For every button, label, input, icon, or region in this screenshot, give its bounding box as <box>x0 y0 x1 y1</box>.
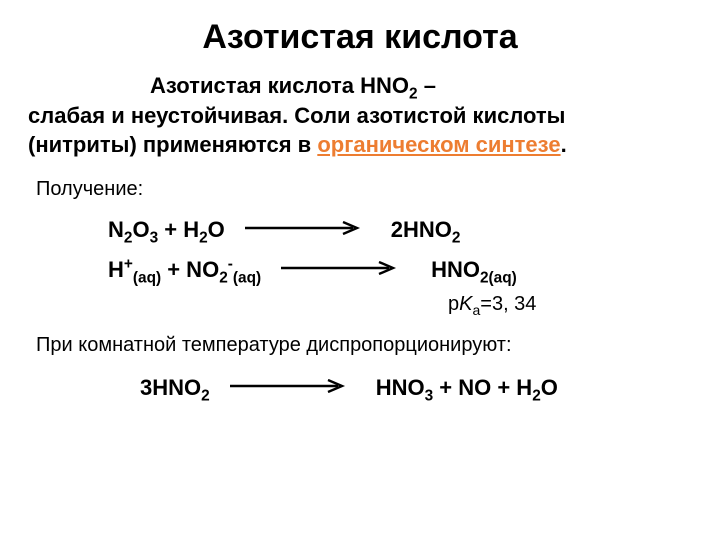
eq3-lhs: 3HNO2 <box>140 375 210 401</box>
subheading-obtain: Получение: <box>36 178 692 201</box>
eq1-rhs: 2HNO2 <box>391 217 461 243</box>
equation-row-3: 3HNO2 HNO3 + NO + H2O <box>126 375 692 401</box>
arrow-icon <box>279 261 399 280</box>
pka-label: рKa=3, 34 <box>448 293 692 316</box>
arrow-icon <box>243 221 363 240</box>
eq1-lhs: N2O3 + H2O <box>108 217 225 243</box>
eq2-rhs: HNO2(aq) <box>431 257 517 283</box>
intro-line2: слабая и неустойчивая. Соли азотистой ки… <box>28 103 565 128</box>
disproportion-note: При комнатной температуре диспропорциони… <box>36 334 692 357</box>
intro-line1-sub: 2 <box>409 85 418 102</box>
intro-highlight: органическом синтезе <box>317 132 560 157</box>
eq2-lhs: H+(aq) + NO2-(aq) <box>108 257 261 283</box>
intro-line1-pre: Азотистая кислота HNO <box>150 73 409 98</box>
eq3-rhs: HNO3 + NO + H2O <box>376 375 558 401</box>
equation-row-1: N2O3 + H2O 2HNO2 <box>108 217 692 243</box>
intro-line1: Азотистая кислота HNO2 – <box>28 71 692 101</box>
intro-line3c: . <box>561 132 567 157</box>
intro-line1-post: – <box>418 73 436 98</box>
arrow-icon <box>228 379 348 398</box>
slide-root: Азотистая кислота Азотистая кислота HNO2… <box>0 0 720 425</box>
slide-title: Азотистая кислота <box>28 18 692 57</box>
intro-block: Азотистая кислота HNO2 – слабая и неусто… <box>28 71 692 160</box>
intro-line3a: (нитриты) применяются в <box>28 132 317 157</box>
equation-row-2: H+(aq) + NO2-(aq) HNO2(aq) <box>108 257 692 283</box>
